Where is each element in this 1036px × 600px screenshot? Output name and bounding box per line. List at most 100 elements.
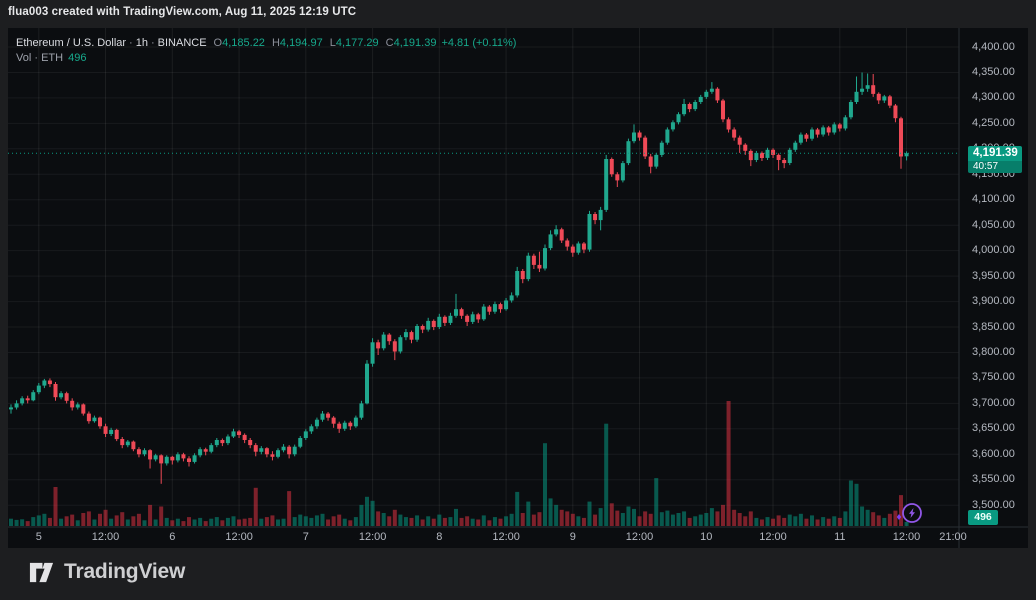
volume-bar — [47, 517, 52, 526]
volume-bar — [120, 512, 125, 526]
last-price-badge: 4,191.39 40:57 — [968, 146, 1022, 173]
time-tick-label: 12:00 — [892, 531, 921, 543]
symbol-title[interactable]: Ethereum / U.S. Dollar — [16, 37, 127, 49]
candle-body — [826, 127, 831, 133]
volume-bar — [648, 513, 653, 526]
candle-body — [554, 229, 559, 235]
candle-body — [342, 422, 347, 429]
volume-bar — [810, 515, 814, 526]
volume-bar — [476, 519, 481, 526]
candle-body — [759, 152, 764, 158]
boost-button[interactable] — [896, 503, 922, 523]
candle-body — [509, 295, 514, 301]
volume-bar — [253, 487, 258, 526]
candle-body — [504, 300, 509, 310]
candle-body — [848, 102, 853, 118]
candle-body — [576, 243, 581, 253]
candle-body — [876, 93, 881, 101]
candle-body — [754, 152, 759, 160]
price-tick-label: 3,750.00 — [972, 371, 1015, 384]
candle-body — [904, 153, 909, 157]
price-tick-label: 3,550.00 — [972, 473, 1015, 486]
volume-bar — [114, 515, 119, 526]
candle-body — [765, 149, 770, 158]
volume-badge: 496 — [968, 510, 998, 525]
candle-body — [887, 96, 892, 106]
volume-bar — [865, 509, 870, 526]
volume-bar — [798, 513, 803, 526]
volume-bar — [559, 509, 564, 526]
volume-bar — [320, 513, 325, 526]
symbol-row[interactable]: Ethereum / U.S. Dollar · 1h · BINANCE O4,185.… — [16, 36, 516, 51]
candle-body — [131, 441, 136, 450]
candle-body — [526, 255, 531, 280]
price-tick-label: 4,050.00 — [972, 218, 1015, 231]
candle-body — [854, 91, 859, 102]
candle-body — [331, 417, 336, 424]
volume-bar — [209, 518, 214, 526]
candle-body — [743, 144, 748, 151]
candle-body — [793, 142, 798, 150]
volume-bar — [531, 514, 536, 526]
price-tick-label: 3,800.00 — [972, 346, 1015, 358]
candle-body — [365, 363, 369, 404]
candle-body — [153, 455, 158, 460]
volume-bar — [31, 517, 36, 526]
candle-body — [420, 326, 425, 330]
volume-bar — [548, 498, 553, 526]
candle-body — [214, 440, 219, 446]
candle-body — [531, 255, 536, 265]
volume-bar — [264, 517, 269, 526]
candle-body — [103, 426, 108, 434]
volume-bar — [704, 513, 709, 526]
volume-bar — [787, 514, 792, 526]
tradingview-logo[interactable]: TradingView — [28, 554, 185, 590]
attribution-bar: flua003 created with TradingView.com, Au… — [0, 0, 1036, 28]
candle-body — [598, 209, 603, 221]
volume-bar — [365, 496, 369, 526]
candle-body — [292, 446, 297, 455]
volume-bar — [871, 512, 876, 526]
volume-bar — [426, 516, 431, 526]
candle-body — [92, 417, 97, 422]
volume-bar — [420, 519, 425, 526]
candle-body — [42, 380, 47, 386]
volume-bar — [904, 522, 909, 526]
candle-body — [626, 141, 631, 164]
candle-body — [75, 404, 80, 408]
volume-bar — [309, 517, 314, 526]
candle-body — [682, 104, 687, 115]
volume-bar — [465, 516, 470, 526]
volume-bar — [537, 512, 542, 526]
exchange-label[interactable]: BINANCE — [157, 37, 207, 49]
chart-plot[interactable] — [8, 28, 1028, 548]
volume-bar — [887, 513, 892, 526]
time-tick-label: 9 — [569, 531, 576, 543]
candle-body — [415, 326, 420, 340]
time-tick-label: 8 — [436, 531, 443, 543]
volume-bar — [398, 514, 403, 526]
interval-label[interactable]: 1h — [135, 37, 148, 49]
candle-body — [348, 422, 353, 427]
price-tick-label: 3,900.00 — [972, 295, 1015, 308]
volume-bar — [442, 517, 447, 526]
candle-body — [170, 456, 175, 461]
volume-bar — [715, 511, 720, 526]
candle-body — [20, 398, 25, 404]
time-axis[interactable]: 5 12:00 6 12:00 7 12:00 8 12:00 9 12:00 10 12:00 11 1… — [8, 528, 1028, 548]
candle-body — [70, 400, 75, 408]
candle-body — [337, 423, 342, 429]
price-tick-label: 4,350.00 — [972, 66, 1015, 78]
volume-bar — [42, 513, 47, 526]
price-axis[interactable]: 4,400.004,350.004,300.004,250.004,200.00… — [959, 28, 1028, 528]
volume-bar — [748, 511, 753, 526]
low-label: L — [329, 37, 336, 49]
volume-bar — [131, 516, 136, 526]
volume-bar — [448, 517, 453, 526]
candle-body — [837, 124, 842, 129]
candle-body — [431, 320, 436, 327]
candle-body — [687, 104, 692, 110]
volume-bar — [659, 512, 664, 526]
candle-body — [264, 448, 269, 455]
volume-row[interactable]: Vol · ETH 496 — [16, 51, 516, 66]
